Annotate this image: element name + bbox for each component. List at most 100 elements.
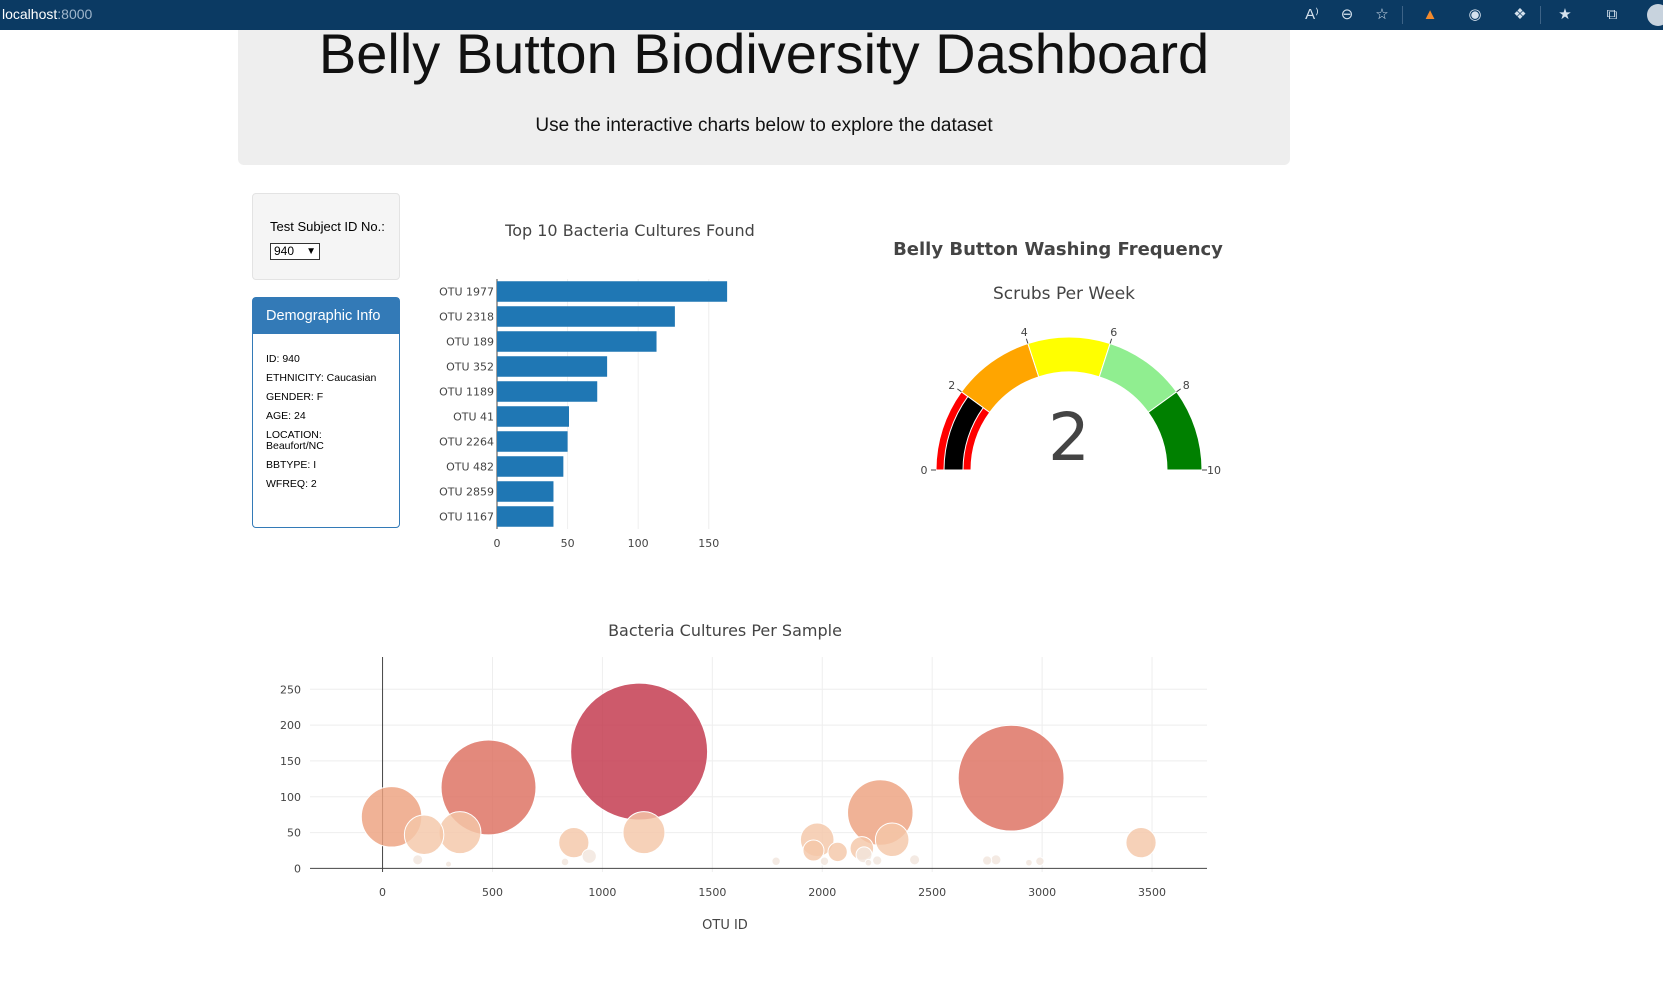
demographic-heading: Demographic Info [253,298,399,334]
bubble [403,814,445,855]
bubble-ytick-label: 150 [280,755,301,768]
bubble-xtick-label: 2500 [918,886,946,899]
bubble-ytick-label: 250 [280,683,301,696]
demo-ethnicity: ETHNICITY: Caucasian [266,372,377,384]
bubble [558,826,590,859]
collections-icon[interactable]: ⧉ [1606,6,1618,23]
gauge-step [1147,391,1203,471]
bar [497,356,608,377]
gauge-tick [957,388,962,393]
extensions-icon[interactable]: ❖ [1513,6,1527,23]
bubble [622,811,666,855]
top10-bar-chart[interactable]: Top 10 Bacteria Cultures Found 0 50 100 150 O… [420,210,780,550]
bar-chart-title: Top 10 Bacteria Cultures Found [504,221,755,240]
bubble-xtick-label: 0 [379,886,386,899]
demo-bbtype: BBTYPE: I [266,459,317,471]
subject-selector-label: Test Subject ID No.: [270,219,385,234]
bubble [909,854,921,866]
favorites-icon[interactable]: ★ [1558,6,1572,23]
bubble-xtick-label: 3000 [1028,886,1056,899]
read-aloud-icon[interactable]: A⁾ [1305,6,1319,23]
bubble [855,846,873,864]
bubble-xtick-label: 2000 [808,886,836,899]
gauge-tick-label: 2 [948,379,955,392]
gauge-tick-label: 8 [1183,379,1190,392]
bar [497,456,564,477]
bubble-ytick-label: 100 [280,791,301,804]
bar [497,306,675,327]
bubble [440,739,537,836]
bubble [990,854,1002,866]
zoom-out-icon[interactable]: ⊖ [1340,6,1354,23]
demographic-info: ID: 940 ETHNICITY: Caucasian GENDER: F A… [253,334,399,490]
header-jumbotron: Belly Button Biodiversity Dashboard Use … [238,30,1290,165]
bar-category-label: OTU 1167 [439,511,494,524]
bubble [771,856,781,866]
bubble [1035,856,1045,866]
bubble [819,856,830,866]
bubble [874,822,910,858]
bar [497,481,554,502]
url-port: :8000 [57,6,93,22]
circle-extension-icon[interactable]: ◉ [1468,6,1482,23]
bar-xtick-label: 0 [494,537,501,550]
url-host: localhost [2,6,58,22]
toolbar-divider [1540,6,1541,24]
wash-frequency-gauge[interactable]: Belly Button Washing Frequency Scrubs Per… [880,235,1260,495]
demo-wfreq: WFREQ: 2 [266,478,317,490]
bar-category-label: OTU 482 [446,461,494,474]
gauge-tick [1176,388,1181,393]
fox-extension-icon[interactable]: ▲ [1422,6,1438,23]
add-favorite-icon[interactable]: ☆ [1375,6,1389,23]
address-bar[interactable]: localhost:8000 [2,6,92,22]
gauge-value-bar [943,395,984,471]
bubble [445,860,453,868]
bar [497,431,568,452]
bar-category-label: OTU 189 [446,336,494,349]
bubble-ytick-label: 0 [294,862,301,875]
bubble-xtick-label: 1000 [588,886,616,899]
bar [497,406,569,427]
demo-gender: GENDER: F [266,391,324,403]
bubble [864,858,873,867]
bubble [802,839,825,862]
bar-category-label: OTU 2859 [439,486,494,499]
bubble-chart-title: Bacteria Cultures Per Sample [608,621,842,640]
bar-category-label: OTU 41 [453,411,494,424]
bubble-xtick-label: 1500 [698,886,726,899]
bubble [412,854,424,866]
bubble-ytick-label: 50 [287,827,301,840]
demo-location: LOCATION: Beaufort/NC [266,429,324,452]
gauge-title: Belly Button Washing Frequency [893,239,1223,260]
bubble-ytick-label: 200 [280,719,301,732]
bar [497,331,657,352]
bubble [1025,858,1033,867]
demographic-panel: Demographic Info ID: 940 ETHNICITY: Cauc… [252,297,400,528]
bubble [1125,826,1157,859]
bubble-xtick-label: 3500 [1138,886,1166,899]
demo-age: AGE: 24 [266,410,306,422]
bubble [581,848,597,864]
subject-selector-well: Test Subject ID No.: 940 ▼ [252,193,400,280]
gauge-tick-label: 10 [1207,464,1221,477]
gauge-step [1027,336,1111,378]
gauge-tick [1025,338,1029,344]
bar-category-label: OTU 1189 [439,386,494,399]
gauge-tick-label: 4 [1021,326,1028,339]
bar [497,381,598,402]
bar-category-label: OTU 2318 [439,311,494,324]
subject-id-value: 940 [274,244,295,258]
bubble [827,841,848,863]
bar-category-label: OTU 1977 [439,286,494,299]
profile-icon[interactable] [1647,4,1663,26]
browser-toolbar: localhost:8000 A⁾ ⊖ ☆ ▲ ◉ ❖ ★ ⧉ [0,0,1663,30]
page-subtitle: Use the interactive charts below to expl… [535,115,993,136]
chevron-down-icon: ▼ [306,246,316,257]
gauge-subtitle: Scrubs Per Week [993,284,1135,304]
bar-category-label: OTU 352 [446,361,494,374]
gauge-tick-label: 0 [921,464,928,477]
bar [497,281,728,302]
subject-id-select[interactable]: 940 ▼ [270,243,320,260]
bubble [570,682,709,821]
